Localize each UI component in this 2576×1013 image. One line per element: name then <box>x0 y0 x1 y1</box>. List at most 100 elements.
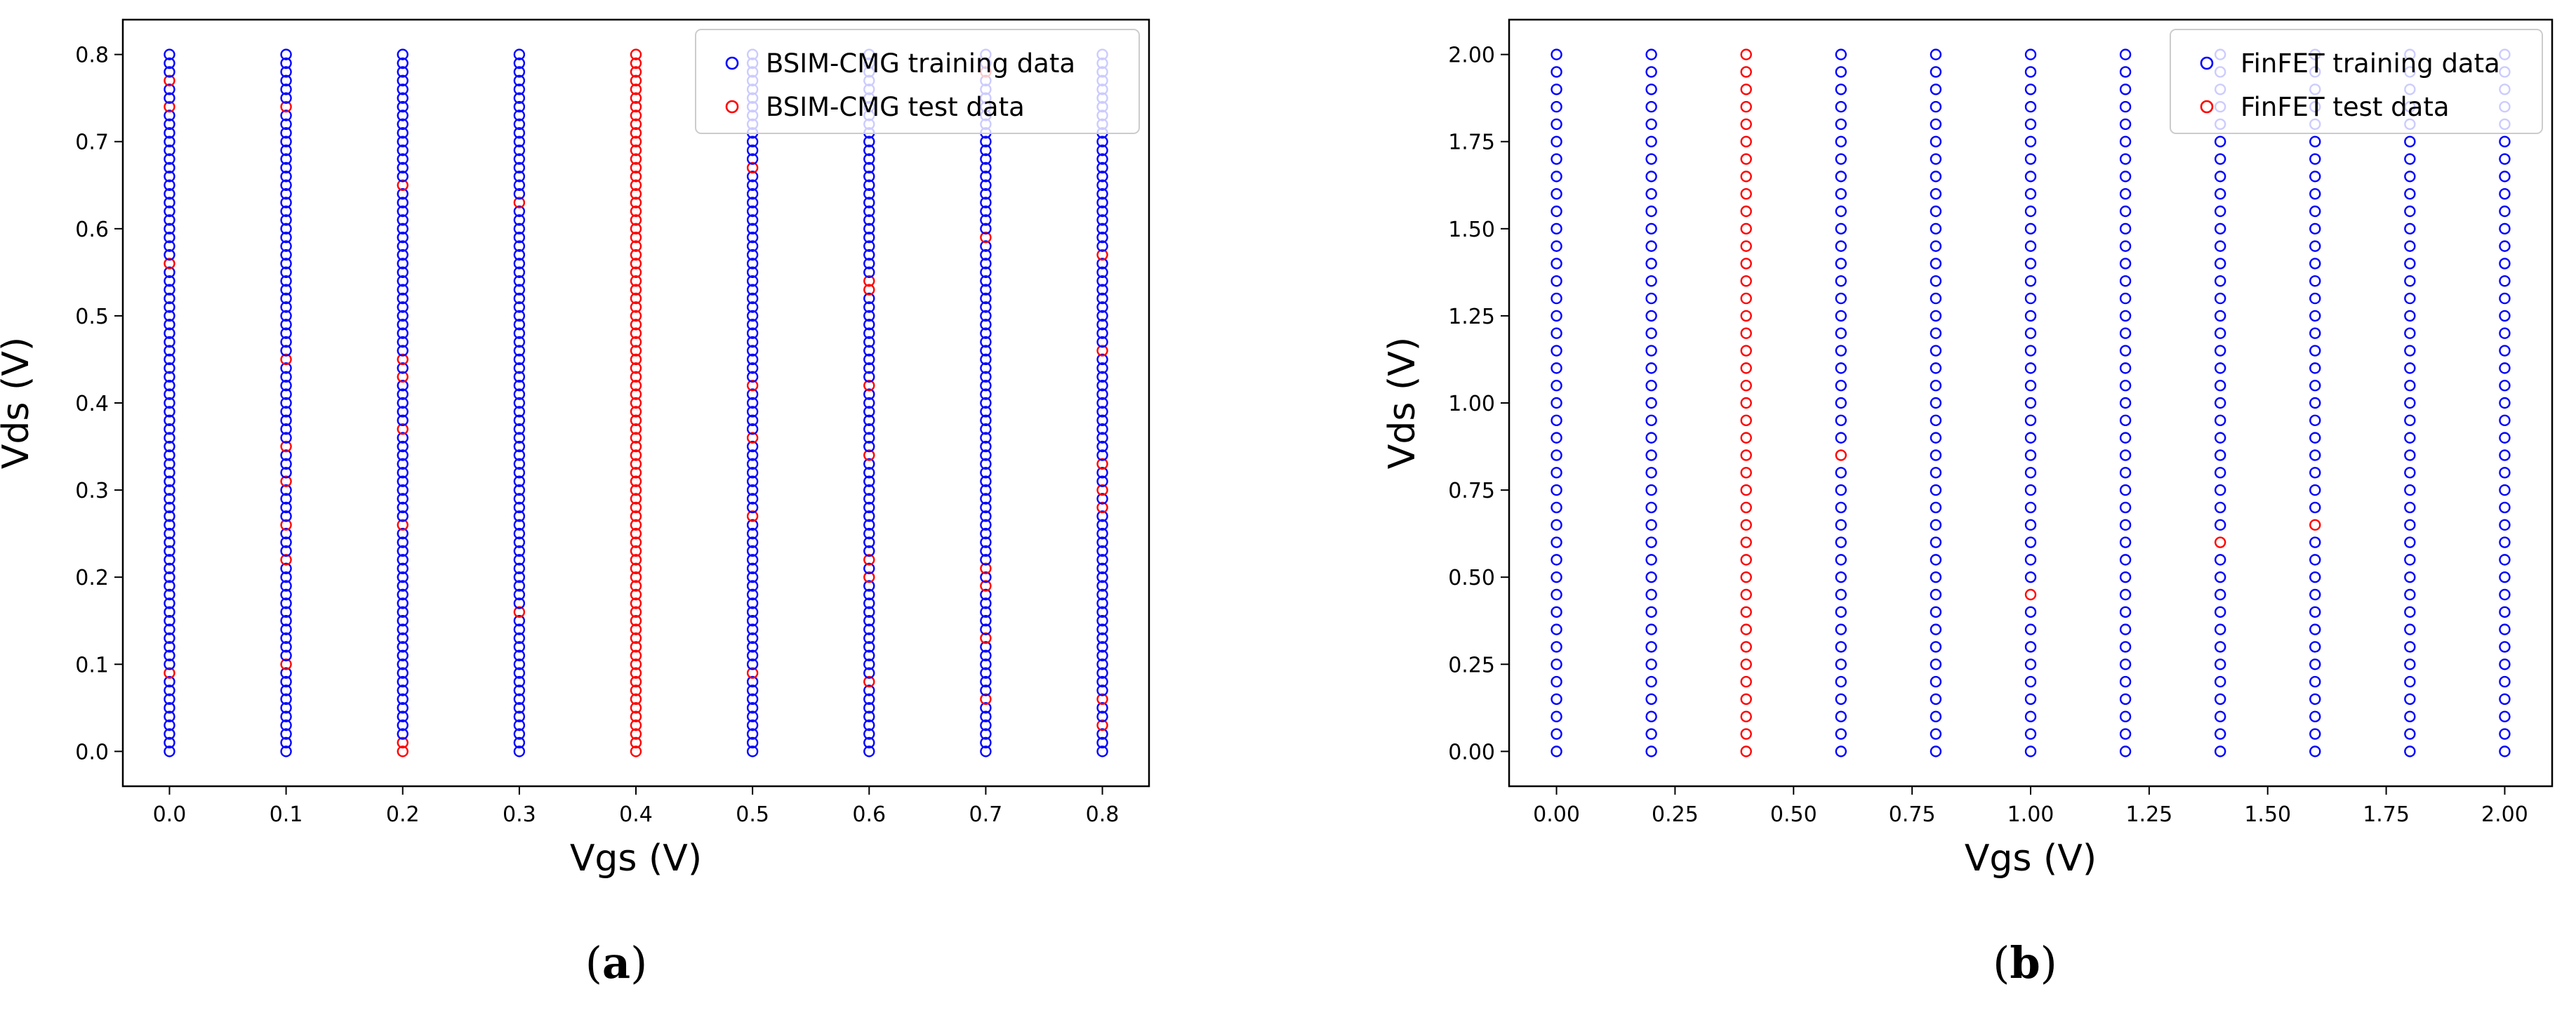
training-data-point <box>397 161 409 174</box>
training-data-point <box>980 292 992 305</box>
training-data-point <box>746 449 759 461</box>
test-data-point <box>863 449 875 461</box>
training-data-point <box>397 197 409 208</box>
test-data-point <box>630 467 642 479</box>
training-data-point <box>2309 606 2321 618</box>
training-data-point <box>2309 710 2321 722</box>
training-data-point <box>2214 379 2226 392</box>
training-data-point <box>2119 187 2132 200</box>
training-data-point <box>280 719 292 731</box>
training-data-point <box>1096 519 1108 531</box>
training-data-point <box>280 310 292 322</box>
x-tick-label: 0.00 <box>1533 802 1580 827</box>
training-data-point <box>2499 345 2511 357</box>
test-data-point <box>1740 658 1752 670</box>
test-data-point <box>1740 240 1752 252</box>
training-data-point <box>280 179 292 191</box>
training-data-point <box>1835 223 1847 235</box>
training-data-point <box>2024 135 2037 147</box>
y-tick-label: 0.25 <box>1448 653 1495 677</box>
training-data-point <box>2404 171 2416 183</box>
training-data-point <box>280 232 292 244</box>
training-data-point <box>2024 84 2037 95</box>
test-data-point <box>630 48 642 60</box>
training-data-point <box>1835 728 1847 740</box>
training-data-point <box>2499 675 2511 688</box>
test-data-point <box>630 475 642 487</box>
training-data-point <box>980 554 992 566</box>
training-data-point <box>397 719 409 731</box>
test-data-point <box>513 606 526 618</box>
training-data-point <box>2214 414 2226 427</box>
test-data-point <box>630 345 642 357</box>
training-data-point <box>2309 501 2321 514</box>
training-data-point <box>980 475 992 487</box>
training-data-point <box>2024 118 2037 131</box>
training-data-point <box>2119 658 2132 670</box>
test-data-point <box>397 423 409 435</box>
training-data-point <box>980 675 992 688</box>
training-data-point <box>164 449 175 461</box>
training-data-point <box>280 632 292 644</box>
training-data-point <box>2214 675 2226 688</box>
test-data-point <box>630 171 642 183</box>
training-data-point <box>397 606 409 618</box>
training-data-point <box>980 702 992 714</box>
training-data-point <box>280 588 292 601</box>
training-data-point <box>1930 187 1942 200</box>
training-data-point <box>1930 48 1942 60</box>
test-data-point <box>1740 414 1752 427</box>
training-data-point <box>513 171 526 183</box>
training-data-point <box>2214 606 2226 618</box>
training-data-point <box>863 736 875 749</box>
training-data-point <box>2024 275 2037 287</box>
test-data-point <box>2214 536 2226 548</box>
training-data-point <box>980 658 992 670</box>
training-data-point <box>1096 562 1108 574</box>
training-data-point <box>1835 746 1847 757</box>
training-data-point <box>397 153 409 165</box>
training-data-point <box>1551 623 1562 635</box>
training-data-point <box>2214 258 2226 270</box>
training-data-point <box>1930 536 1942 548</box>
training-data-point <box>164 240 175 252</box>
training-data-point <box>746 205 759 218</box>
training-data-point <box>397 240 409 252</box>
training-data-point <box>2309 171 2321 183</box>
training-data-point <box>1551 135 1562 147</box>
training-data-point <box>2404 432 2416 444</box>
training-data-point <box>1096 319 1108 331</box>
training-data-point <box>1645 710 1657 722</box>
training-data-point <box>980 275 992 287</box>
training-data-point <box>1930 519 1942 531</box>
training-data-point <box>164 710 175 722</box>
test-data-point <box>1740 728 1752 740</box>
y-tick-label: 1.25 <box>1448 305 1495 329</box>
training-data-point <box>280 606 292 618</box>
test-data-point <box>863 379 875 392</box>
test-data-point <box>1096 249 1108 261</box>
test-data-point <box>630 118 642 131</box>
training-data-point <box>397 266 409 279</box>
training-data-point <box>1551 310 1562 322</box>
training-data-point <box>2024 728 2037 740</box>
training-data-point <box>1551 449 1562 461</box>
training-data-point <box>397 545 409 557</box>
training-data-point <box>280 371 292 383</box>
training-data-point <box>2309 658 2321 670</box>
training-data-point <box>164 571 175 583</box>
training-data-point <box>1645 588 1657 601</box>
training-data-point <box>1930 501 1942 514</box>
training-data-point <box>1645 153 1657 165</box>
training-data-point <box>863 475 875 487</box>
training-data-point <box>513 258 526 270</box>
training-data-point <box>746 223 759 235</box>
training-data-point <box>1096 588 1108 601</box>
training-data-point <box>397 187 409 200</box>
training-data-point <box>746 153 759 165</box>
training-data-point <box>980 319 992 331</box>
training-data-point <box>164 467 175 479</box>
training-data-point <box>2214 135 2226 147</box>
training-data-point <box>2404 223 2416 235</box>
training-data-point <box>863 135 875 147</box>
